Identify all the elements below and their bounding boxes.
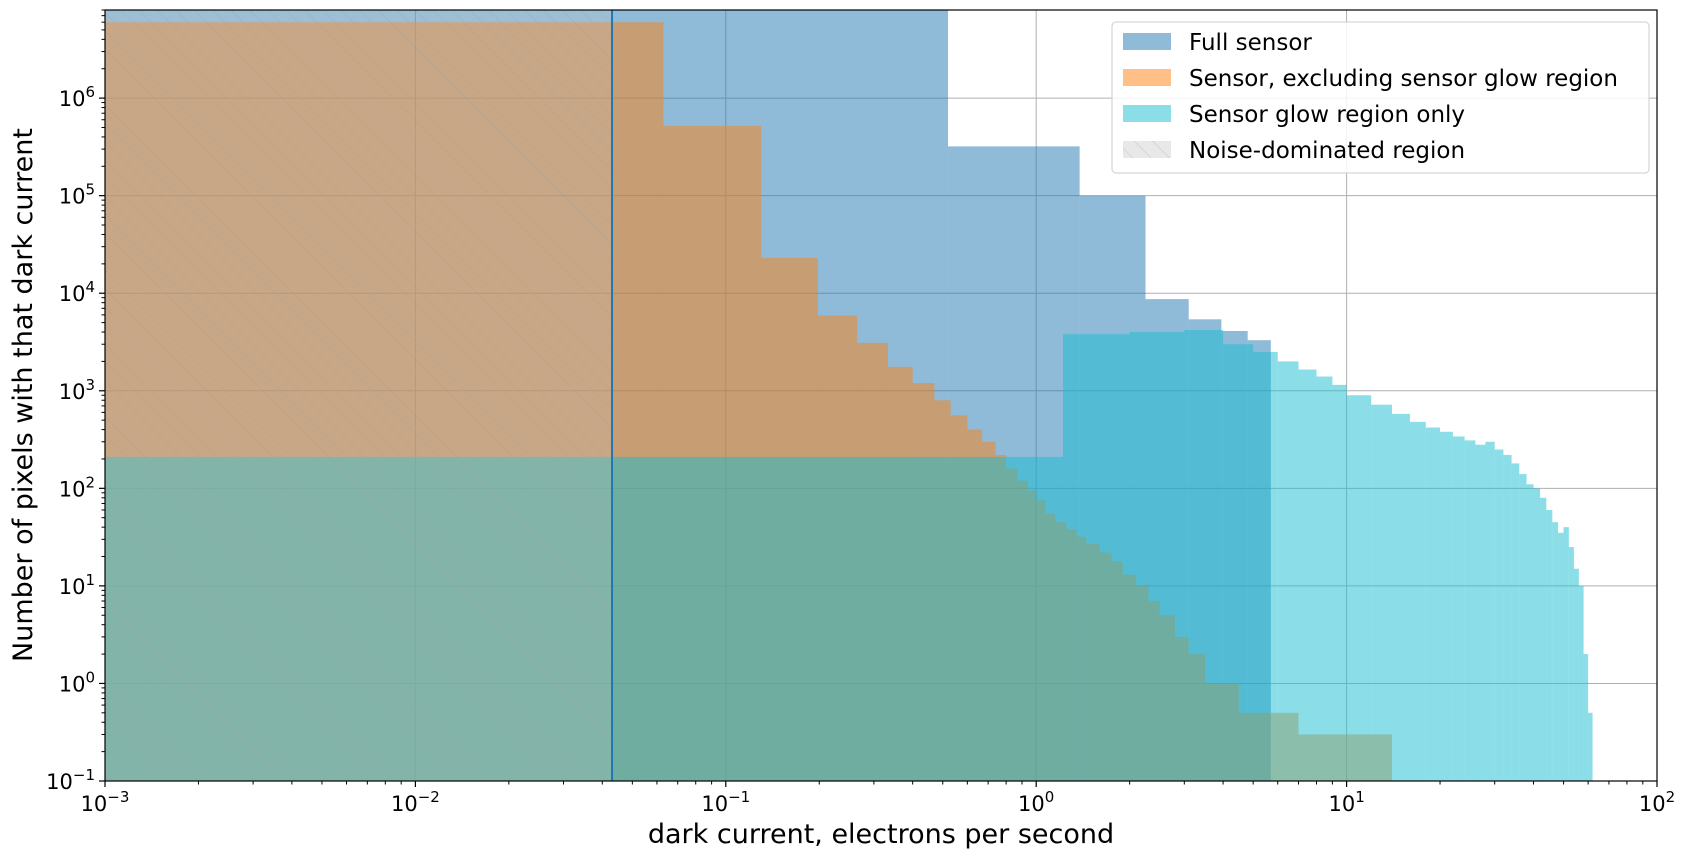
x-tick-label: 10−1 [701, 788, 750, 816]
x-tick-label: 101 [1328, 788, 1364, 816]
x-axis-title: dark current, electrons per second [648, 819, 1114, 850]
legend: Full sensor Sensor, excluding sensor glo… [1111, 21, 1650, 174]
bar-series-2 [1519, 474, 1527, 781]
legend-swatch-full-sensor [1123, 33, 1171, 50]
bar-series-2 [1526, 484, 1534, 781]
bar-series-2 [1440, 431, 1453, 781]
bar-series-2 [1063, 334, 1130, 781]
bar-series-2 [1223, 344, 1254, 781]
legend-swatch-glow-only [1123, 105, 1171, 122]
legend-label-excluding-glow: Sensor, excluding sensor glow region [1189, 66, 1618, 92]
y-axis-title: Number of pixels with that dark current [8, 128, 39, 662]
bar-series-2 [1588, 712, 1593, 781]
bar-series-2 [1475, 444, 1486, 781]
bar-series-2 [1511, 463, 1520, 781]
legend-label-glow-only: Sensor glow region only [1189, 102, 1465, 128]
x-tick-label: 10−2 [391, 788, 440, 816]
bar-series-2 [1558, 532, 1564, 781]
bar-series-2 [1533, 488, 1541, 781]
legend-box [1111, 21, 1650, 174]
noise-dominated-region [105, 10, 613, 781]
y-tick-label: 100 [59, 668, 95, 696]
bar-series-2 [1253, 351, 1278, 781]
bar-series-2 [1332, 384, 1347, 781]
bar-series-2 [1503, 454, 1512, 781]
bar-series-2 [1485, 441, 1495, 781]
x-tick-label: 10−3 [81, 788, 130, 816]
x-tick-label: 100 [1018, 788, 1054, 816]
bar-series-2 [1452, 436, 1465, 781]
bar-series-2 [1568, 547, 1574, 781]
bar-series-2 [1391, 413, 1410, 781]
noise-region-hatch [105, 10, 613, 781]
bar-series-2 [1184, 329, 1224, 781]
bar-series-2 [1425, 427, 1441, 781]
bar-series-2 [1298, 369, 1317, 781]
x-tick-label: 102 [1639, 788, 1675, 816]
bar-series-2 [1316, 376, 1333, 781]
y-tick-label: 101 [59, 571, 95, 599]
bar-series-2 [1540, 497, 1547, 781]
y-tick-label: 10−1 [46, 766, 95, 794]
y-tick-label: 104 [59, 278, 95, 306]
y-tick-label: 103 [59, 376, 95, 404]
bar-series-2 [1552, 522, 1559, 781]
x-axis-ticks: 10−3 10−2 10−1 100 101 102 [81, 781, 1675, 816]
legend-label-noise: Noise-dominated region [1189, 138, 1465, 164]
bar-series-2 [1409, 421, 1426, 781]
bar-series-2 [1573, 568, 1579, 781]
y-tick-label: 106 [59, 83, 95, 111]
bar-series-2 [1277, 361, 1299, 781]
bar-series-2 [1494, 449, 1504, 781]
bar-series-2 [1346, 395, 1372, 781]
legend-swatch-excluding-glow [1123, 69, 1171, 86]
legend-swatch-noise-hatch [1123, 141, 1171, 158]
bar-series-2 [1563, 527, 1569, 781]
bar-series-2 [1578, 585, 1584, 781]
y-tick-label: 105 [59, 181, 95, 209]
bar-series-2 [1371, 404, 1392, 781]
bar-series-2 [1464, 440, 1476, 781]
y-tick-label: 102 [59, 473, 95, 501]
y-axis-ticks: 10−1 100 101 102 103 104 105 106 [46, 9, 105, 794]
legend-label-full-sensor: Full sensor [1189, 30, 1312, 56]
bar-series-2 [1129, 332, 1185, 781]
bar-series-2 [1546, 509, 1553, 781]
bar-series-2 [1583, 654, 1589, 781]
